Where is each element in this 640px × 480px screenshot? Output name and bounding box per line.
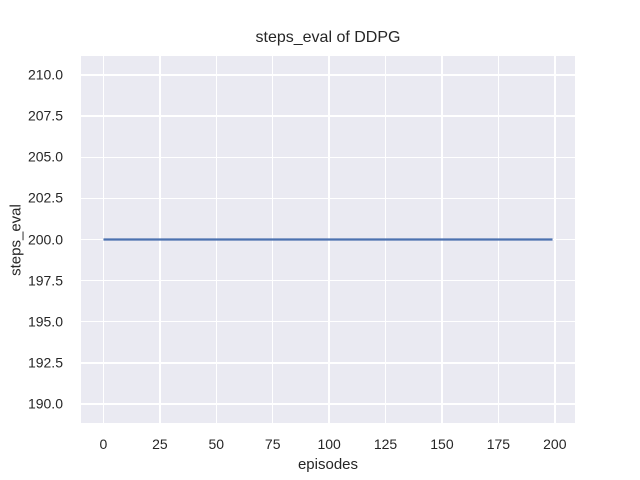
x-tick-label: 50 xyxy=(208,436,225,452)
vertical-gridline xyxy=(554,56,556,423)
x-tick-label: 100 xyxy=(317,436,341,452)
horizontal-gridline xyxy=(81,279,575,282)
y-axis-label: steps_eval xyxy=(7,204,25,276)
y-tick-label: 210.0 xyxy=(27,66,63,83)
plot-area xyxy=(81,56,575,423)
data-series-layer xyxy=(103,238,553,241)
x-tick-label: 175 xyxy=(486,436,511,452)
y-tick-label: 200.0 xyxy=(27,231,63,248)
y-tick-label: 190.0 xyxy=(27,395,63,412)
x-tick-label: 150 xyxy=(430,436,454,452)
x-tick-label: 200 xyxy=(543,436,567,452)
horizontal-gridline xyxy=(81,197,575,200)
x-tick-label: 25 xyxy=(152,436,168,452)
x-tick-label: 125 xyxy=(373,436,398,452)
y-tick-label: 195.0 xyxy=(27,313,63,330)
horizontal-gridline xyxy=(81,115,575,117)
y-tick-label: 197.5 xyxy=(27,272,63,289)
y-tick-label: 207.5 xyxy=(27,107,63,124)
horizontal-gridline xyxy=(81,156,575,159)
horizontal-gridline xyxy=(81,74,575,76)
x-axis-label: episodes xyxy=(297,456,359,473)
x-tick-label: 75 xyxy=(264,436,281,452)
chart-title: steps_eval of DDPG xyxy=(255,29,401,46)
x-tick-label: 0 xyxy=(99,436,108,452)
y-tick-label: 202.5 xyxy=(27,190,63,207)
horizontal-gridline xyxy=(81,403,575,405)
horizontal-gridline xyxy=(81,362,575,364)
horizontal-gridline xyxy=(81,320,575,323)
y-tick-label: 205.0 xyxy=(27,148,63,165)
y-tick-label: 192.5 xyxy=(27,354,63,371)
vertical-gridline xyxy=(102,56,105,423)
